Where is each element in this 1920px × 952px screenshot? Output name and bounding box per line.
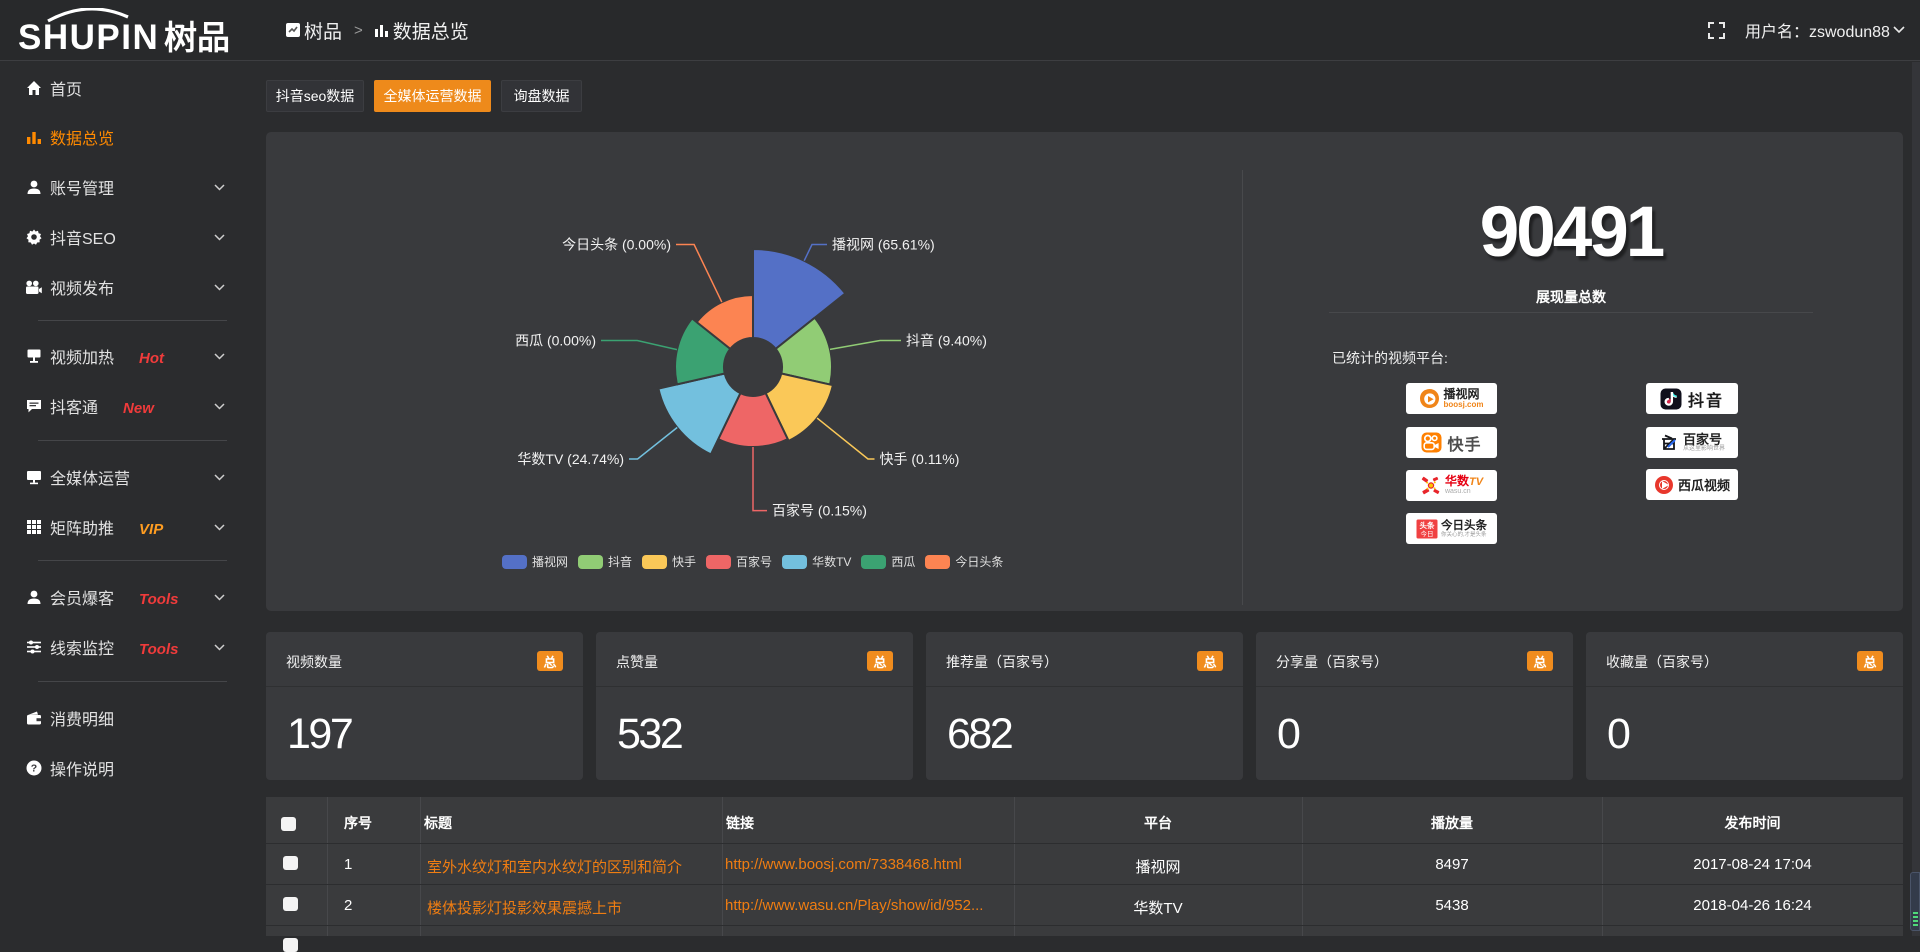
svg-text:百家号 (0.15%): 百家号 (0.15%) xyxy=(772,503,867,519)
svg-text:树品: 树品 xyxy=(164,19,230,54)
svg-text:播视网 (65.61%): 播视网 (65.61%) xyxy=(832,237,935,253)
svg-text:?: ? xyxy=(30,763,36,775)
svg-text:华数TV (24.74%): 华数TV (24.74%) xyxy=(517,451,624,467)
svg-text:SHUPIN: SHUPIN xyxy=(18,18,159,54)
svg-text:快手 (0.11%): 快手 (0.11%) xyxy=(880,451,960,467)
svg-text:头条: 头条 xyxy=(1420,520,1436,530)
svg-text:抖音 (9.40%): 抖音 (9.40%) xyxy=(906,333,987,349)
svg-text:西瓜 (0.00%): 西瓜 (0.00%) xyxy=(515,333,596,349)
svg-text:今日: 今日 xyxy=(1421,529,1434,538)
svg-text:今日头条 (0.00%): 今日头条 (0.00%) xyxy=(562,237,671,253)
